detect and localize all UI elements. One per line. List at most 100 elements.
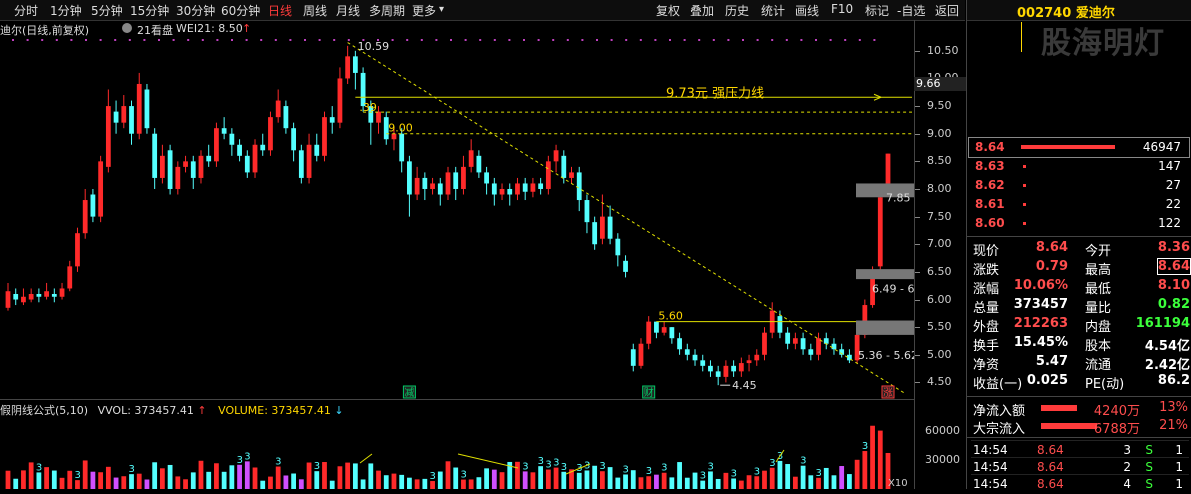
draw-line-button[interactable]: 画线 (795, 4, 820, 18)
volume-mark-label: 3 (244, 451, 250, 462)
volume-mark-label: 3 (538, 456, 544, 467)
stats-button[interactable]: 统计 (761, 4, 786, 18)
volume-bar (291, 473, 297, 489)
volume-bar (252, 467, 258, 489)
more-chevron-icon[interactable]: ▾ (439, 4, 445, 15)
volume-dot (1023, 165, 1026, 168)
signal-dot (698, 39, 701, 41)
volume-mark-label: 3 (754, 466, 760, 477)
candle-body (538, 183, 544, 189)
period-weekly-tab[interactable]: 周线 (303, 4, 328, 18)
candle-body (738, 363, 744, 372)
volume-bar (576, 472, 582, 489)
arrow-icon (873, 96, 882, 101)
kanpan-toggle-icon[interactable] (122, 23, 132, 33)
level-900-label: 9.00 (388, 122, 413, 135)
period-minute-tab[interactable]: 分时 (14, 4, 39, 18)
volume-bar (623, 474, 628, 489)
restore-right-button[interactable]: 复权 (656, 4, 681, 18)
stock-title-mode: 迪尔(日线,前复权) (0, 24, 90, 37)
candle-body (298, 150, 304, 178)
volume-bar (90, 471, 96, 489)
volume-bar (615, 477, 621, 489)
candle-body (599, 216, 605, 239)
candle-body (638, 343, 644, 366)
candlestick-chart[interactable]: 10.59 9.73元 强压力线 .39 9.00 5.60 4.45 7.85 - 6.49… (0, 37, 914, 399)
quote-key: 净资 (973, 358, 1000, 373)
event-marker-label: 涨 (883, 387, 893, 399)
order-book-row[interactable]: 8.63 147 (969, 157, 1189, 176)
candle-body (607, 216, 613, 239)
quote-value: 0.025 (1026, 373, 1068, 388)
volume-bar (522, 471, 528, 489)
signal-dot (41, 39, 44, 41)
back-button[interactable]: 返回 (935, 4, 960, 18)
price-tick (915, 382, 920, 384)
volume-bar (738, 480, 744, 489)
signal-dot (187, 39, 190, 41)
chart-info-line: 迪尔(日线,前复权) 21看盘 WEI21: 8.50 ↑ (0, 21, 965, 37)
signal-dot (158, 39, 160, 41)
overlay-button[interactable]: 叠加 (690, 4, 715, 18)
candle-body (661, 327, 667, 333)
history-button[interactable]: 历史 (725, 4, 750, 18)
period-30min-tab[interactable]: 30分钟 (176, 4, 216, 18)
volume-bar (59, 477, 65, 489)
period-multi-tab[interactable]: 多周期 (369, 4, 406, 18)
signal-dot (143, 39, 146, 41)
kanpan-label[interactable]: 21看盘 (137, 24, 173, 37)
candle-body (283, 106, 289, 129)
signal-dot (873, 39, 876, 41)
volume-mark-label: 3 (816, 468, 822, 479)
volume-tick-label: 30000 (925, 452, 960, 466)
trade-count: 1 (1175, 460, 1183, 474)
volume-bar (731, 478, 737, 489)
volume-dot (1023, 222, 1026, 225)
volume-bar (654, 474, 659, 489)
period-more-tab[interactable]: 更多 (412, 4, 437, 18)
price-tick-label: 8.50 (927, 154, 952, 168)
volume-bar (453, 467, 459, 489)
volume-value: VOLUME: 373457.41 (218, 404, 331, 417)
order-book-row[interactable]: 8.60 122 (969, 214, 1189, 233)
volume-bar (144, 479, 150, 489)
candle-body (75, 233, 80, 267)
candle-body (839, 349, 845, 355)
period-monthly-tab[interactable]: 月线 (336, 4, 361, 18)
candle-body (252, 144, 258, 173)
order-book-row[interactable]: 8.62 27 (969, 176, 1189, 195)
signal-dot (785, 39, 788, 41)
period-15min-tab[interactable]: 15分钟 (130, 4, 170, 18)
quote-value: 161194 (1135, 316, 1190, 331)
candle-body (391, 133, 397, 140)
f10-button[interactable]: F10 (831, 2, 854, 16)
order-book-row[interactable]: 8.64 46947 (968, 137, 1190, 158)
volume-bar (105, 466, 111, 489)
volume-mark-label: 3 (599, 461, 605, 472)
bid-volume: 22 (1165, 197, 1181, 211)
range-label: 6.49 - 6 (872, 282, 914, 295)
signal-dot (450, 39, 452, 41)
flows-divider (967, 437, 1191, 438)
trade-row: 14:54 8.64 2 S 1 (971, 457, 1189, 477)
period-daily-tab[interactable]: 日线 (268, 4, 293, 18)
candle-body (808, 349, 814, 355)
volume-bar (877, 430, 883, 489)
volume-mark-label: 3 (36, 462, 42, 473)
volume-chart[interactable]: 33333333333333333333333333333 (0, 416, 914, 489)
order-book-divider (967, 236, 1191, 237)
candle-body (352, 56, 358, 73)
mark-button[interactable]: 标记 (865, 4, 890, 18)
arrow-icon (775, 449, 785, 463)
signal-dot (304, 39, 306, 41)
quote-key: 总量 (973, 301, 1000, 316)
volume-bar (476, 477, 482, 489)
period-1min-tab[interactable]: 1分钟 (50, 4, 82, 18)
period-60min-tab[interactable]: 60分钟 (221, 4, 261, 18)
order-book-row[interactable]: 8.61 22 (969, 195, 1189, 214)
price-tick (915, 271, 920, 273)
add-favorite-button[interactable]: -自选 (897, 4, 926, 18)
bid-price: 8.61 (975, 197, 1005, 211)
volume-bar (5, 470, 11, 489)
period-5min-tab[interactable]: 5分钟 (91, 4, 123, 18)
